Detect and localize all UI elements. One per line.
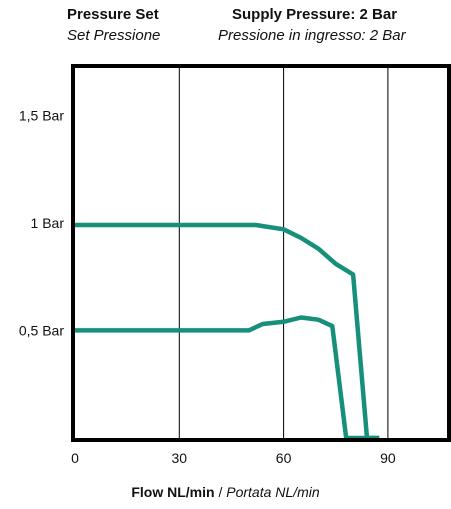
supply-pressure-title: Supply Pressure: 2 Bar [232, 6, 398, 23]
x-tick-label-1: 30 [172, 450, 188, 466]
pressure-set-title: Pressure Set [67, 6, 159, 23]
x-tick-label-2: 60 [276, 450, 292, 466]
x-tick-label-3: 90 [380, 450, 396, 466]
x-axis-title-italic: Portata NL/min [226, 484, 320, 500]
x-tick-label-0: 0 [71, 450, 79, 466]
series-line-1 [75, 315, 380, 441]
y-tick-label-2: 1,5 Bar [19, 107, 64, 123]
x-axis-title-bold: Flow NL/min [131, 484, 215, 500]
series-line-0 [75, 222, 380, 441]
y-tick-label-1: 1 Bar [31, 215, 65, 231]
x-axis-title-separator: / [214, 484, 227, 500]
x-axis-title: Flow NL/min / Portata NL/min [0, 484, 451, 500]
supply-pressure-subtitle: Pressione in ingresso: 2 Bar [218, 27, 406, 44]
pressure-set-subtitle: Set Pressione [67, 27, 161, 44]
y-tick-label-0: 0,5 Bar [19, 322, 64, 338]
plot-frame [71, 64, 451, 442]
